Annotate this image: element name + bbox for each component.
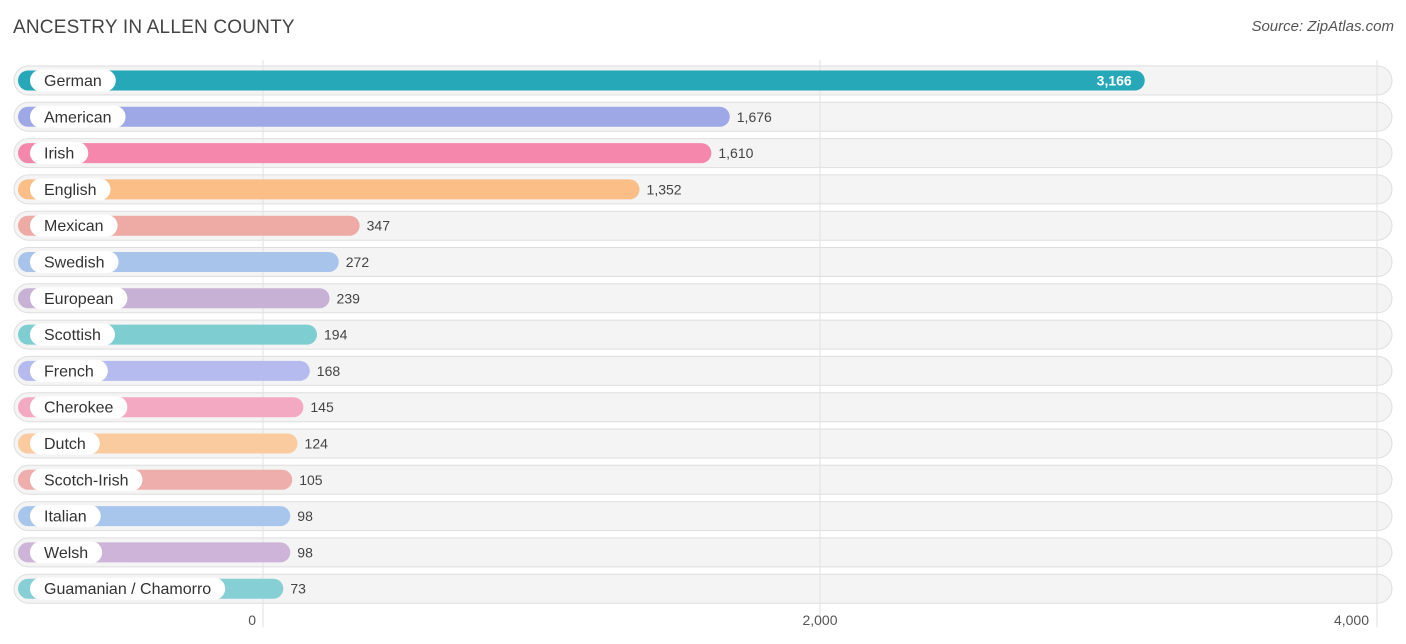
category-label-pill xyxy=(30,251,119,273)
value-label: 1,352 xyxy=(647,181,682,197)
category-label-pill xyxy=(30,468,143,491)
category-label: Mexican xyxy=(44,218,104,235)
value-label: 98 xyxy=(297,544,313,560)
category-label-pill xyxy=(30,396,128,419)
row-background xyxy=(13,247,1393,277)
row-background xyxy=(13,501,1393,532)
value-label: 1,610 xyxy=(718,145,753,161)
category-label: Italian xyxy=(44,509,87,526)
category-label-pill xyxy=(30,105,126,128)
value-label: 1,676 xyxy=(737,109,772,125)
source-label: Source: ZipAtlas.com xyxy=(1251,18,1394,35)
category-label-pill xyxy=(30,505,101,528)
category-label-pill xyxy=(30,287,128,310)
x-tick-label: 0 xyxy=(248,612,256,628)
value-label: 272 xyxy=(346,254,370,270)
row-background xyxy=(13,355,1393,386)
category-label: Guamanian / Chamorro xyxy=(44,581,211,598)
row-background xyxy=(13,464,1393,495)
category-label: Irish xyxy=(44,146,74,163)
category-label: Scotch-Irish xyxy=(44,472,128,489)
category-label-pill xyxy=(30,142,89,165)
category-label: German xyxy=(44,73,102,90)
row-background xyxy=(13,428,1393,459)
category-label: Scottish xyxy=(44,327,101,344)
category-label-pill xyxy=(30,577,226,600)
bar-american xyxy=(18,106,730,127)
bar-irish xyxy=(18,143,712,164)
category-label-pill xyxy=(30,432,100,455)
category-label-pill xyxy=(30,541,103,564)
category-label: Swedish xyxy=(44,255,104,272)
category-label-pill xyxy=(30,69,116,92)
category-label: Cherokee xyxy=(44,400,113,417)
category-label-pill xyxy=(30,359,108,382)
category-label-pill xyxy=(30,214,118,237)
category-label: English xyxy=(44,182,96,199)
x-tick-label: 2,000 xyxy=(802,612,837,628)
row-background xyxy=(13,210,1393,241)
row-background xyxy=(13,319,1393,350)
value-label: 105 xyxy=(299,472,323,488)
category-label: Welsh xyxy=(44,545,88,562)
value-label: 73 xyxy=(290,581,306,597)
row-background xyxy=(13,392,1393,423)
row-background xyxy=(13,573,1393,604)
chart-title: ANCESTRY IN ALLEN COUNTY xyxy=(13,17,295,38)
x-tick-label: 4,000 xyxy=(1334,612,1369,628)
category-label: American xyxy=(44,109,112,126)
bar-german xyxy=(18,70,1145,91)
bar-english xyxy=(18,179,640,200)
row-background xyxy=(13,537,1393,568)
row-background xyxy=(13,283,1393,314)
value-label: 3,166 xyxy=(1097,73,1132,89)
value-label: 239 xyxy=(337,290,361,306)
value-label: 168 xyxy=(317,363,341,379)
value-label: 98 xyxy=(297,508,313,524)
category-label-pill xyxy=(30,323,115,346)
category-label: French xyxy=(44,363,94,380)
value-label: 124 xyxy=(305,436,329,452)
category-label-pill xyxy=(30,178,111,201)
value-label: 145 xyxy=(310,399,334,415)
value-label: 347 xyxy=(367,218,391,234)
category-label: Dutch xyxy=(44,436,86,453)
category-label: European xyxy=(44,291,113,308)
value-label: 194 xyxy=(324,327,348,343)
